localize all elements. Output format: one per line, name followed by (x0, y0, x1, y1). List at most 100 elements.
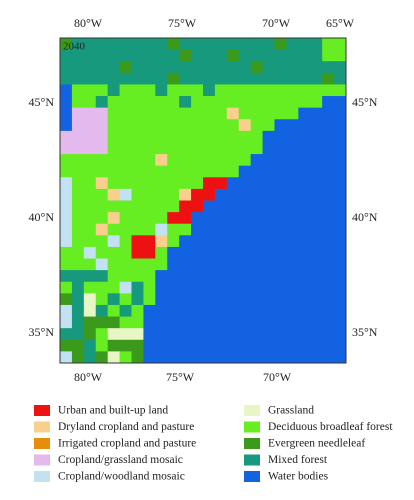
map-cell (274, 142, 287, 155)
map-cell (274, 246, 287, 259)
map-cell (298, 154, 311, 167)
legend-swatch (34, 454, 50, 466)
map-cell (179, 130, 192, 143)
map-cell (238, 38, 252, 51)
map-cell (286, 49, 299, 62)
map-cell (143, 293, 156, 306)
map-cell (298, 49, 311, 62)
top-axis-label: 80°W (74, 16, 103, 30)
map-cell (95, 351, 109, 364)
map-cell (191, 142, 204, 155)
map-cell (95, 154, 109, 167)
map-cell (310, 165, 323, 178)
map-cell (238, 246, 252, 259)
map-cell (250, 223, 263, 236)
map-cell (83, 351, 97, 364)
map-cell (167, 49, 180, 62)
map-cell (322, 270, 335, 283)
map-cell (250, 130, 263, 143)
map-cell (334, 61, 347, 74)
map-cell (214, 130, 228, 143)
legend-label: Water bodies (268, 471, 329, 483)
map-cell (83, 154, 97, 167)
map-cell (179, 212, 192, 225)
map-cell (107, 316, 120, 329)
map-cell (286, 107, 299, 120)
map-cell (334, 351, 347, 364)
map-cell (262, 142, 275, 155)
map-cell (203, 130, 216, 143)
map-cell (214, 61, 228, 74)
map-cell (262, 270, 275, 283)
map-cell (107, 212, 120, 225)
map-cell (262, 154, 275, 167)
map-cell (298, 84, 311, 97)
map-cell (286, 293, 299, 306)
map-cell (95, 270, 109, 283)
map-cell (191, 328, 204, 341)
map-cell (214, 281, 228, 294)
map-cell (167, 96, 180, 109)
map-cell (167, 351, 180, 364)
map-cell (155, 258, 168, 271)
map-cell (250, 293, 263, 306)
map-cell (83, 304, 97, 317)
map-cell (143, 96, 156, 109)
map-cell (155, 235, 168, 248)
map-cell (191, 188, 204, 201)
map-cell (310, 281, 323, 294)
map-cell (274, 177, 287, 190)
map-cell (238, 351, 252, 364)
map-cell (119, 316, 132, 329)
map-cell (119, 246, 132, 259)
map-cell (298, 351, 311, 364)
map-cell (214, 246, 228, 259)
map-cell (131, 154, 144, 167)
map-cell (167, 107, 180, 120)
map-cell (60, 142, 73, 155)
map-cell (143, 188, 156, 201)
map-cell (310, 351, 323, 364)
map-cell (262, 130, 275, 143)
map-cell (286, 61, 299, 74)
map-cell (83, 188, 97, 201)
map-cell (262, 177, 275, 190)
map-cell (226, 188, 240, 201)
map-cell (167, 270, 180, 283)
map-cell (214, 293, 228, 306)
map-cell (322, 258, 335, 271)
map-cell (238, 72, 252, 85)
map-cell (83, 212, 97, 225)
map-cell (286, 119, 299, 132)
map-cell (155, 316, 168, 329)
map-cell (274, 339, 287, 352)
map-cell (119, 165, 132, 178)
map-cell (155, 130, 168, 143)
map-cell (226, 235, 240, 248)
map-cell (238, 212, 252, 225)
map-cell (310, 316, 323, 329)
map-cell (179, 270, 192, 283)
map-cell (286, 212, 299, 225)
map-cell (191, 72, 204, 85)
map-cell (131, 258, 144, 271)
map-cell (250, 246, 263, 259)
map-cell (226, 119, 240, 132)
map-cell (143, 223, 156, 236)
map-cell (298, 119, 311, 132)
map-cell (143, 212, 156, 225)
map-cell (203, 258, 216, 271)
map-cell (83, 49, 97, 62)
map-cell (322, 281, 335, 294)
map-cell (179, 293, 192, 306)
map-cell (274, 49, 287, 62)
map-cell (203, 235, 216, 248)
map-cell (95, 235, 109, 248)
map-cell (238, 177, 252, 190)
map-cell (107, 258, 120, 271)
map-cell (238, 235, 252, 248)
map-cell (107, 107, 120, 120)
map-cell (262, 188, 275, 201)
map-cell (95, 281, 109, 294)
map-cell (214, 84, 228, 97)
